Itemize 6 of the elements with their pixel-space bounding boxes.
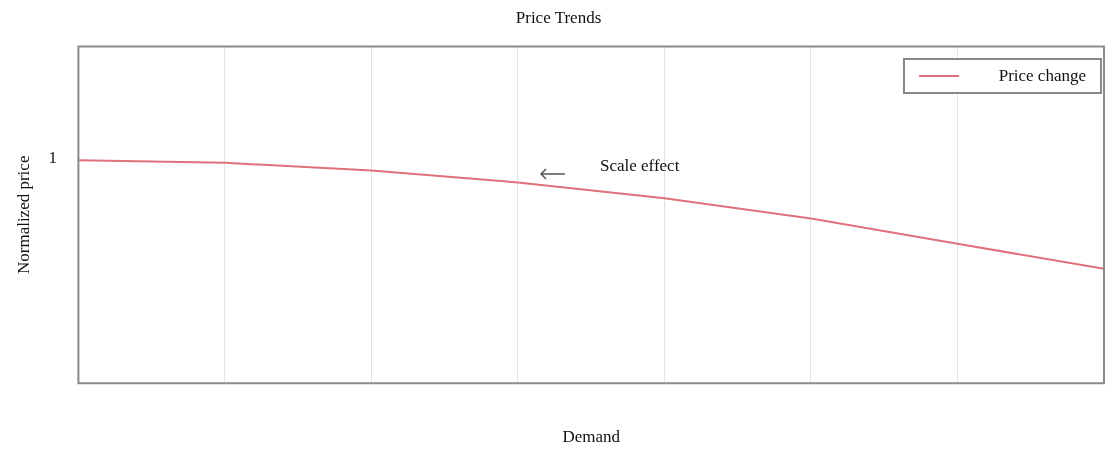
chart-title: Price Trends	[515, 7, 602, 27]
text: 1	[48, 148, 57, 169]
x-axis-title: Demand	[562, 427, 621, 447]
y-axis-title: Normalized price	[13, 155, 33, 275]
legend-label: Price change	[998, 66, 1086, 87]
annotation: Scale effect	[599, 156, 680, 177]
